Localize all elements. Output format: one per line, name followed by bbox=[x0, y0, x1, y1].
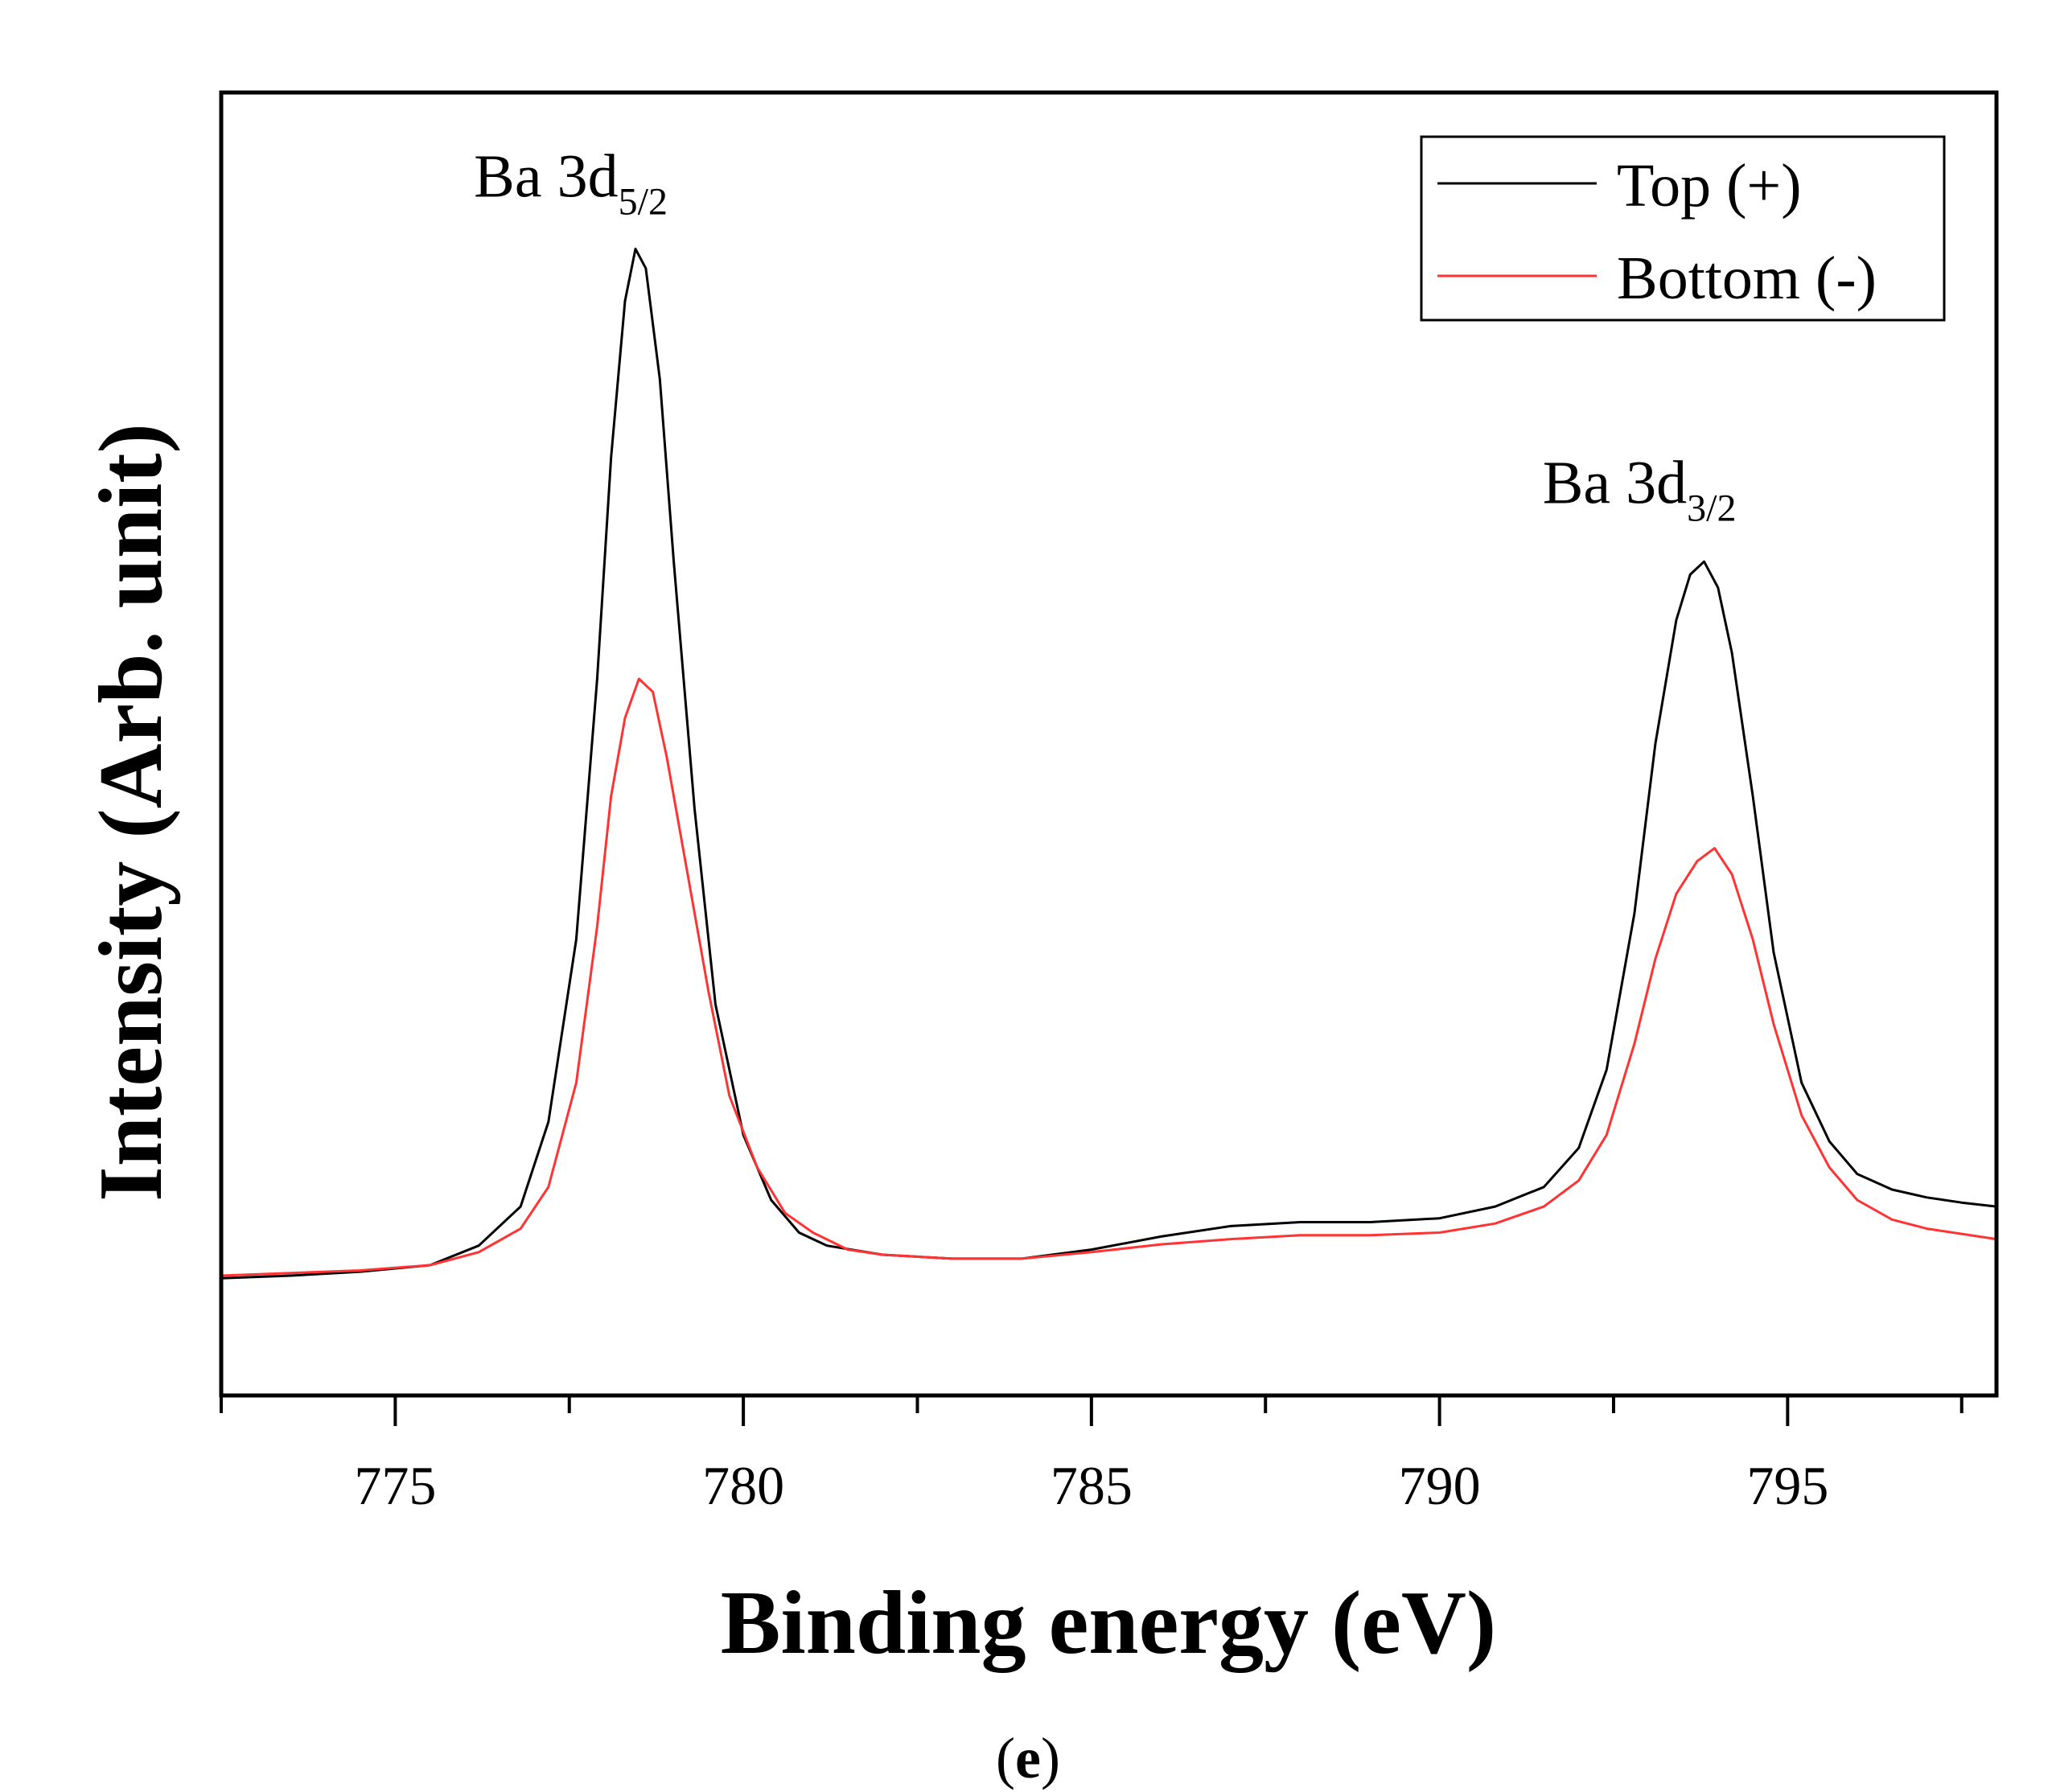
legend: Top (+) Bottom (-) bbox=[1420, 135, 1946, 322]
series-line-top bbox=[220, 247, 1997, 1280]
legend-label-top: Top (+) bbox=[1617, 152, 1802, 220]
peak-label-ba-3d32: Ba 3d3/2 bbox=[1543, 449, 1737, 529]
caption-open-paren: ( bbox=[996, 1726, 1016, 1790]
peak-label-ba-3d52: Ba 3d5/2 bbox=[474, 143, 668, 224]
legend-label-bottom: Bottom (-) bbox=[1617, 245, 1877, 312]
plot-lines bbox=[220, 247, 1997, 1280]
x-tick-label: 780 bbox=[702, 1455, 784, 1516]
caption-close-paren: ) bbox=[1040, 1726, 1060, 1790]
y-axis-title: Intensity (Arb. unit) bbox=[81, 423, 181, 1202]
x-axis-tick-labels: 775 780 785 790 795 bbox=[354, 1455, 1828, 1516]
x-tick-label: 790 bbox=[1399, 1455, 1481, 1516]
legend-box bbox=[1420, 135, 1946, 322]
caption-label: e bbox=[1015, 1726, 1041, 1790]
peak-label-ba-3d52-text: Ba 3d bbox=[474, 143, 618, 211]
x-axis-ticks bbox=[220, 1395, 1963, 1426]
plot-area-frame bbox=[219, 90, 1999, 1398]
peak-label-ba-3d32-text: Ba 3d bbox=[1543, 449, 1687, 516]
x-axis-title: Binding energy (eV) bbox=[721, 1573, 1496, 1673]
x-tick-label: 795 bbox=[1746, 1455, 1828, 1516]
figure-caption: (e) bbox=[0, 1729, 2056, 1787]
peak-label-ba-3d52-subscript: 5/2 bbox=[619, 181, 668, 224]
series-line-bottom bbox=[220, 677, 1997, 1277]
x-tick-label: 775 bbox=[354, 1455, 436, 1516]
x-tick-label: 785 bbox=[1051, 1455, 1133, 1516]
peak-label-ba-3d32-subscript: 3/2 bbox=[1687, 487, 1736, 529]
